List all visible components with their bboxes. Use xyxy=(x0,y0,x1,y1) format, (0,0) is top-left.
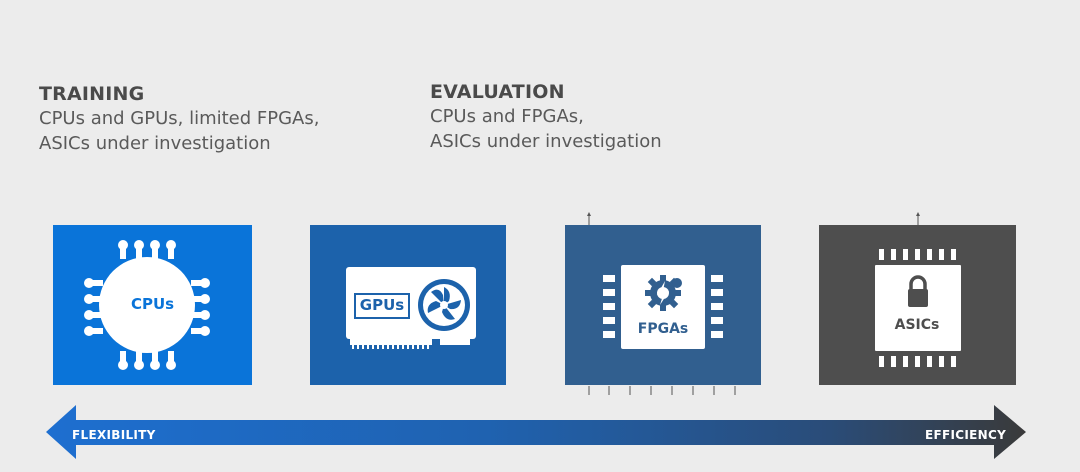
fpga-label: FPGAs xyxy=(637,321,689,337)
training-line-2: ASICs under investigation xyxy=(39,133,271,154)
flexibility-label: FLEXIBILITY xyxy=(72,428,156,442)
evaluation-line-2: ASICs under investigation xyxy=(430,131,662,152)
evaluation-title: EVALUATION xyxy=(430,81,565,103)
evaluation-heading: EVALUATION CPUs and FPGAs, ASICs under i… xyxy=(430,80,662,154)
gpu-label: GPUs xyxy=(359,296,405,314)
training-line-1: CPUs and GPUs, limited FPGAs, xyxy=(39,108,320,129)
gpu-tile: GPUs xyxy=(310,225,506,385)
evaluation-line-1: CPUs and FPGAs, xyxy=(430,106,584,127)
flexibility-efficiency-arrow xyxy=(46,405,1026,459)
training-title: TRAINING xyxy=(39,83,145,105)
fpga-chip-icon xyxy=(603,265,723,349)
asic-chip-lock-icon xyxy=(875,249,961,367)
asic-tile: ASICs xyxy=(819,225,1016,385)
efficiency-label: EFFICIENCY xyxy=(925,428,1007,442)
asic-label: ASICs xyxy=(894,317,940,333)
training-heading: TRAINING CPUs and GPUs, limited FPGAs, A… xyxy=(39,82,319,156)
cpu-label: CPUs xyxy=(130,295,175,313)
fpga-tile: FPGAs xyxy=(565,225,761,385)
cpu-tile: CPUs xyxy=(53,225,252,385)
cpu-chip-icon xyxy=(84,240,210,370)
graphics-card-icon xyxy=(346,267,476,349)
